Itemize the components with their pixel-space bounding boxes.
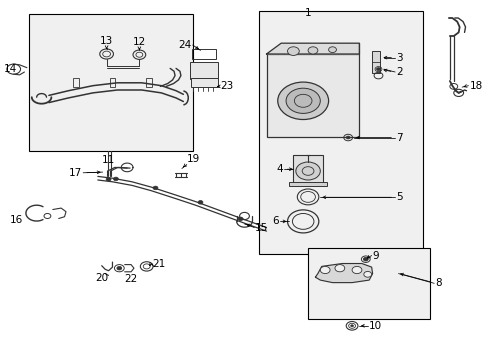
Bar bbox=[191, 49, 216, 59]
Bar bbox=[109, 78, 115, 87]
Text: 4: 4 bbox=[275, 164, 282, 174]
Bar bbox=[289, 182, 326, 186]
Text: 16: 16 bbox=[10, 215, 23, 225]
Text: 1: 1 bbox=[304, 8, 311, 18]
Circle shape bbox=[295, 162, 320, 180]
Text: 11: 11 bbox=[102, 155, 115, 165]
Circle shape bbox=[320, 266, 329, 274]
Bar bbox=[146, 78, 152, 87]
Circle shape bbox=[328, 47, 336, 53]
Circle shape bbox=[363, 271, 371, 277]
Circle shape bbox=[351, 266, 361, 274]
Circle shape bbox=[346, 136, 349, 139]
Bar bbox=[73, 78, 79, 87]
Text: 23: 23 bbox=[220, 81, 233, 91]
Circle shape bbox=[376, 68, 380, 71]
Text: 10: 10 bbox=[368, 321, 382, 331]
Text: 15: 15 bbox=[255, 222, 268, 233]
Bar bbox=[189, 62, 218, 79]
Text: 21: 21 bbox=[152, 258, 165, 269]
Circle shape bbox=[307, 47, 317, 54]
Text: 22: 22 bbox=[124, 274, 138, 284]
Text: 18: 18 bbox=[468, 81, 482, 91]
Bar bbox=[266, 54, 359, 137]
Text: 24: 24 bbox=[178, 40, 191, 50]
Circle shape bbox=[334, 265, 344, 272]
Text: 17: 17 bbox=[69, 168, 82, 178]
Circle shape bbox=[363, 257, 367, 261]
Bar bbox=[293, 155, 322, 184]
Circle shape bbox=[106, 177, 111, 181]
Text: 8: 8 bbox=[434, 278, 441, 288]
Text: 7: 7 bbox=[395, 132, 402, 143]
Bar bbox=[29, 14, 193, 151]
Bar bbox=[259, 11, 422, 254]
Circle shape bbox=[277, 82, 328, 120]
Polygon shape bbox=[266, 43, 359, 54]
Circle shape bbox=[153, 186, 158, 190]
Text: 5: 5 bbox=[395, 192, 402, 202]
Bar bbox=[307, 248, 429, 319]
Circle shape bbox=[198, 201, 203, 204]
Bar bbox=[371, 51, 380, 73]
Text: 20: 20 bbox=[95, 273, 108, 283]
Circle shape bbox=[238, 217, 243, 221]
Text: 14: 14 bbox=[4, 64, 17, 74]
Circle shape bbox=[113, 177, 118, 181]
Text: 9: 9 bbox=[372, 251, 379, 261]
Circle shape bbox=[287, 47, 299, 55]
Circle shape bbox=[117, 266, 122, 270]
Text: 13: 13 bbox=[100, 36, 113, 46]
Bar bbox=[190, 78, 217, 87]
Polygon shape bbox=[315, 264, 372, 283]
Text: 12: 12 bbox=[132, 37, 146, 47]
Text: 2: 2 bbox=[395, 67, 402, 77]
Text: 19: 19 bbox=[187, 154, 200, 164]
Text: 6: 6 bbox=[271, 216, 278, 226]
Circle shape bbox=[285, 88, 320, 113]
Text: 3: 3 bbox=[395, 53, 402, 63]
Circle shape bbox=[350, 325, 353, 327]
